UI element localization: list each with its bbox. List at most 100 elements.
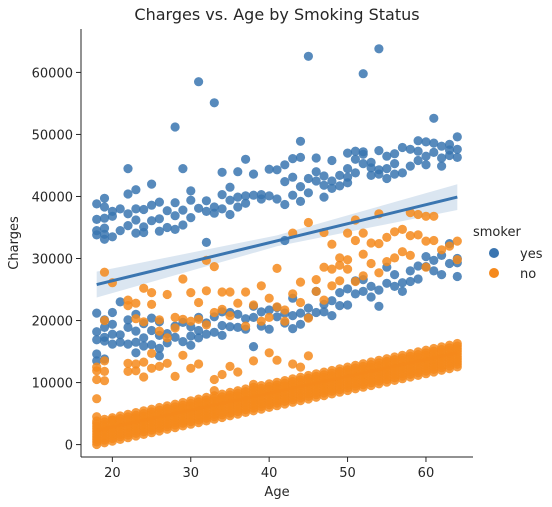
point-yes-84 — [186, 331, 196, 341]
point-yes-208 — [374, 285, 384, 295]
point-yes-200 — [366, 170, 376, 180]
point-no-band-189 — [233, 386, 243, 396]
point-no-band-159 — [209, 391, 219, 401]
point-no-79 — [295, 277, 306, 287]
point-yes-138 — [272, 312, 282, 322]
point-yes-210 — [382, 151, 392, 161]
y-ticks: 0 10000 20000 30000 40000 50000 60000 — [32, 66, 81, 454]
point-yes-60 — [154, 214, 164, 224]
point-no-9 — [99, 356, 110, 366]
point-yes-125 — [248, 312, 259, 322]
point-yes-168 — [319, 180, 329, 190]
point-yes-165 — [311, 167, 321, 177]
point-yes-117 — [233, 309, 243, 319]
point-yes-136 — [272, 194, 282, 204]
point-yes-15 — [99, 336, 110, 346]
point-yes-219 — [390, 281, 400, 291]
point-no-band-429 — [421, 345, 431, 355]
point-yes-36 — [123, 339, 133, 349]
point-no-112 — [390, 227, 400, 237]
point-yes-115 — [233, 192, 243, 202]
regression-lines — [96, 195, 458, 432]
point-no-129 — [452, 236, 462, 246]
point-yes-120 — [241, 198, 251, 208]
point-no-16 — [131, 298, 141, 308]
point-no-77 — [288, 289, 298, 299]
legend-marker-yes — [489, 248, 499, 258]
point-no-74 — [280, 316, 290, 326]
point-yes-209 — [374, 301, 384, 311]
point-yes-109 — [225, 182, 235, 192]
point-yes-18 — [99, 234, 110, 244]
point-yes-178 — [335, 170, 345, 180]
legend: smoker yes no — [473, 225, 543, 282]
point-no-band-29 — [107, 413, 117, 423]
point-yes-188 — [350, 146, 360, 156]
point-no-47 — [201, 286, 211, 296]
point-yes-103 — [217, 204, 227, 214]
point-yes-241 — [429, 255, 439, 265]
point-no-58 — [225, 361, 235, 371]
point-yes-7 — [92, 327, 102, 337]
point-yes-26 — [107, 319, 117, 329]
point-yes-147 — [288, 154, 298, 164]
point-no-29 — [154, 326, 164, 336]
point-no-27 — [147, 348, 157, 358]
point-no-118 — [405, 250, 415, 260]
point-yes-29 — [115, 330, 125, 340]
point-no-40 — [186, 288, 196, 298]
point-yes-82 — [186, 213, 196, 223]
point-no-2 — [92, 362, 102, 372]
point-no-67 — [256, 316, 266, 326]
y-tick-label-4: 40000 — [32, 190, 73, 205]
point-yes-27 — [115, 226, 125, 236]
point-no-26 — [147, 363, 157, 373]
point-yes-16 — [99, 322, 110, 332]
point-no-band-359 — [366, 357, 376, 367]
point-no-117 — [405, 231, 415, 241]
point-yes-94 — [201, 196, 211, 206]
point-no-113 — [390, 253, 400, 263]
point-yes-19 — [99, 202, 110, 212]
point-yes-116 — [233, 322, 243, 332]
point-yes-230 — [413, 155, 423, 166]
point-yes-3 — [92, 230, 102, 240]
point-yes-211 — [382, 164, 392, 174]
point-yes-32 — [123, 221, 133, 231]
point-no-102 — [358, 228, 368, 238]
point-yes-121 — [241, 314, 251, 324]
point-yes-92 — [201, 237, 211, 247]
point-yes-213 — [382, 278, 392, 288]
point-yes-148 — [288, 172, 298, 182]
point-yes-247 — [437, 270, 447, 280]
point-yes-179 — [335, 181, 345, 191]
point-yes-221 — [397, 168, 407, 178]
point-yes-129 — [256, 194, 266, 204]
point-no-band-369 — [374, 355, 384, 365]
point-no-band-399 — [397, 350, 407, 360]
point-yes-73 — [170, 198, 180, 208]
point-yes-255 — [452, 152, 462, 162]
point-no-122 — [421, 236, 431, 246]
point-no-100 — [350, 235, 360, 246]
point-yes-79 — [178, 337, 188, 347]
point-no-92 — [327, 281, 337, 291]
point-yes-75 — [170, 332, 180, 342]
point-yes-6 — [92, 349, 102, 359]
x-tick-label-3: 50 — [339, 466, 356, 481]
point-no-66 — [256, 281, 266, 291]
point-no-band-219 — [256, 381, 266, 391]
point-no-59 — [233, 298, 243, 308]
point-yes-153 — [295, 152, 306, 162]
point-no-126 — [437, 245, 447, 255]
point-yes-254 — [452, 144, 462, 154]
y-axis-label: Charges — [7, 216, 22, 270]
point-yes-38 — [123, 315, 133, 325]
point-yes-257 — [452, 271, 462, 282]
point-yes-223 — [397, 278, 407, 288]
point-yes-78 — [178, 220, 188, 230]
point-no-band-409 — [405, 349, 415, 359]
point-no-22 — [139, 357, 149, 367]
point-no-78 — [288, 359, 298, 369]
point-no-101 — [350, 276, 360, 287]
